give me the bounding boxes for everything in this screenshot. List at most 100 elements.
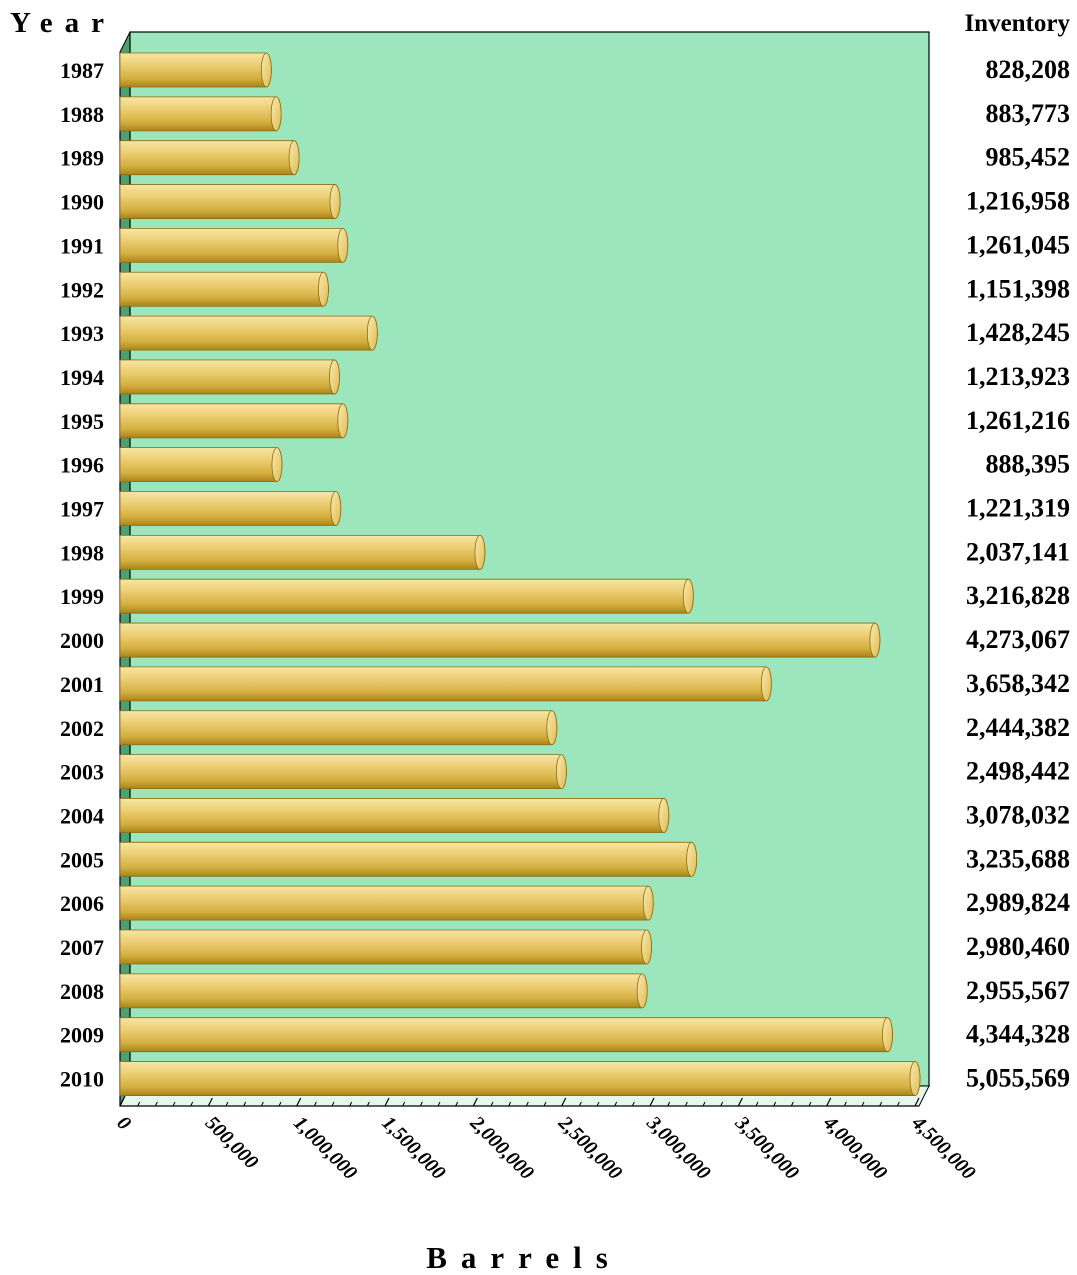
bar <box>119 973 648 1009</box>
inventory-value-label: 2,444,382 <box>966 713 1070 742</box>
bar-end-cap <box>271 447 283 483</box>
year-label: 2008 <box>60 979 104 1004</box>
inventory-value-label: 2,989,824 <box>966 888 1070 917</box>
x-tick-mark <box>826 1097 832 1107</box>
x-minor-tick <box>172 1101 176 1107</box>
bar-body <box>119 973 648 1009</box>
bar <box>119 184 341 219</box>
x-tick-mark <box>472 1097 478 1107</box>
x-tick-label: 3,000,000 <box>642 1111 715 1184</box>
inventory-value-label: 4,344,328 <box>966 1020 1070 1049</box>
x-minor-tick <box>419 1101 423 1107</box>
bar-end-cap <box>318 271 329 307</box>
inventory-value-label: 1,213,923 <box>966 362 1070 391</box>
bar <box>119 227 349 263</box>
bar-body <box>119 271 329 307</box>
inventory-value-label: 2,955,567 <box>966 976 1070 1005</box>
bar <box>119 359 340 395</box>
x-minor-tick <box>137 1101 141 1107</box>
year-label: 2004 <box>60 803 104 828</box>
x-tick-label: 0 <box>112 1112 135 1135</box>
inventory-value-label: 4,273,067 <box>966 625 1070 654</box>
bar-body <box>119 96 282 132</box>
x-minor-tick <box>437 1101 441 1107</box>
bar-end-cap <box>882 1017 893 1053</box>
x-minor-tick <box>490 1101 494 1107</box>
year-label: 1988 <box>60 102 104 127</box>
year-label: 1987 <box>60 58 104 83</box>
bar-end-cap <box>337 227 349 263</box>
x-minor-tick <box>366 1101 370 1107</box>
year-label: 1990 <box>60 190 104 215</box>
x-minor-tick <box>578 1101 582 1107</box>
bar <box>119 447 283 483</box>
year-label: 2007 <box>60 935 104 960</box>
inventory-value-label: 1,261,045 <box>966 230 1070 259</box>
year-label: 1998 <box>60 540 104 565</box>
inventory-value-label: 1,216,958 <box>966 187 1070 216</box>
y-axis-title: Year <box>10 7 116 39</box>
inventory-value-label: 3,658,342 <box>966 669 1070 698</box>
bar-end-cap <box>329 359 340 395</box>
bar <box>119 622 881 658</box>
year-label: 2005 <box>60 847 104 872</box>
bar-end-cap <box>636 973 648 1009</box>
year-label: 2000 <box>60 628 104 653</box>
year-label: 1996 <box>60 453 104 478</box>
x-minor-tick <box>631 1101 635 1107</box>
x-tick-label: 4,500,000 <box>907 1111 980 1184</box>
bar-body <box>119 52 272 88</box>
bar <box>119 1061 921 1096</box>
bar <box>119 491 342 526</box>
value-column-header: Inventory <box>964 10 1070 37</box>
x-minor-tick <box>808 1101 812 1107</box>
year-label: 1991 <box>60 233 104 258</box>
x-tick-mark <box>119 1097 125 1107</box>
x-minor-tick <box>755 1101 759 1107</box>
bar-body <box>119 359 340 395</box>
x-minor-tick <box>702 1101 706 1107</box>
x-tick-mark <box>384 1097 390 1107</box>
x-minor-tick <box>720 1101 724 1107</box>
x-minor-tick <box>260 1101 264 1107</box>
bar-body <box>119 710 558 746</box>
year-label: 2009 <box>60 1023 104 1048</box>
bar <box>119 710 558 746</box>
bar-end-cap <box>546 710 558 746</box>
year-label: 1989 <box>60 146 104 171</box>
inventory-value-label: 985,452 <box>986 143 1071 172</box>
bar <box>119 885 654 921</box>
year-label: 2010 <box>60 1067 104 1092</box>
x-tick-mark <box>296 1097 302 1107</box>
x-minor-tick <box>543 1101 547 1107</box>
bar-end-cap <box>474 534 486 570</box>
inventory-value-label: 2,980,460 <box>966 932 1070 961</box>
x-tick-mark <box>207 1097 213 1107</box>
inventory-value-label: 1,261,216 <box>966 406 1070 435</box>
x-tick-label: 4,000,000 <box>818 1111 891 1184</box>
inventory-value-label: 3,216,828 <box>966 581 1070 610</box>
x-axis-title: Barrels <box>426 1240 622 1275</box>
year-label: 2001 <box>60 672 104 697</box>
inventory-value-label: 1,151,398 <box>966 274 1070 303</box>
bar-end-cap <box>260 52 272 88</box>
x-minor-tick <box>508 1101 512 1107</box>
x-minor-tick <box>896 1101 900 1107</box>
x-minor-tick <box>402 1101 406 1107</box>
x-minor-tick <box>861 1101 865 1107</box>
x-tick-label: 2,500,000 <box>553 1111 626 1184</box>
x-tick-mark <box>649 1097 655 1107</box>
x-minor-tick <box>614 1101 618 1107</box>
bar-body <box>119 885 654 921</box>
year-label: 2003 <box>60 760 104 785</box>
inventory-value-label: 828,208 <box>986 55 1071 84</box>
bar-body <box>119 1017 893 1053</box>
x-minor-tick <box>278 1101 282 1107</box>
bar-end-cap <box>288 140 300 176</box>
bar-end-cap <box>329 184 341 219</box>
x-minor-tick <box>879 1101 883 1107</box>
bar-body <box>119 447 283 483</box>
bar-body <box>119 184 341 219</box>
bar-body <box>119 534 486 570</box>
x-tick-label: 1,500,000 <box>377 1112 449 1184</box>
